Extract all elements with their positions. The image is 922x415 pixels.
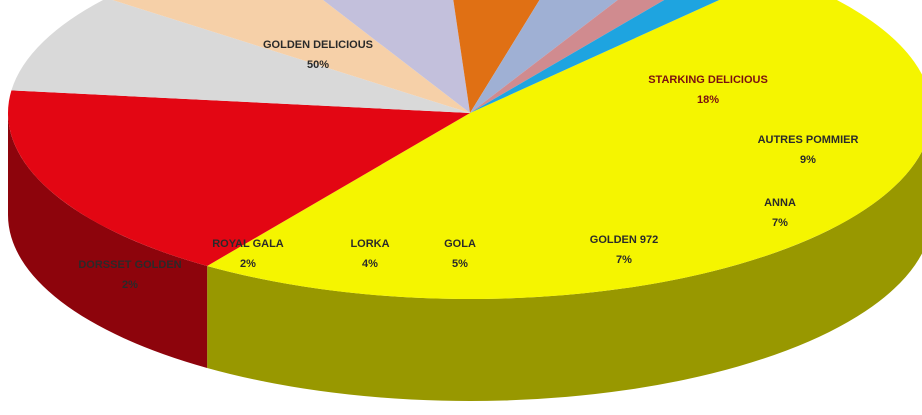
pie-slice-autres-pommier xyxy=(11,0,470,113)
pie-slice-starking-delicious xyxy=(7,90,470,266)
slice-value-golden-972: 7% xyxy=(616,254,632,266)
slice-label-gola: GOLA xyxy=(444,238,476,250)
slice-value-starking-delicious: 18% xyxy=(697,94,719,106)
pie-side-walls xyxy=(8,113,922,401)
pie-slice-golden-972 xyxy=(323,0,470,113)
slice-label-autres-pommier: AUTRES POMMIER xyxy=(758,134,859,146)
pie-slice-gola xyxy=(453,0,540,113)
slice-value-gola: 5% xyxy=(452,258,468,270)
pie-side-golden-delicious xyxy=(207,151,922,401)
slice-value-dorsset-golden: 2% xyxy=(122,279,138,291)
pie-slices xyxy=(7,0,922,299)
pie-side-starking-delicious xyxy=(8,113,208,368)
pie-slice-anna xyxy=(112,0,470,113)
slice-value-lorka: 4% xyxy=(362,258,378,270)
pie-labels: GOLDEN DELICIOUS 50% STARKING DELICIOUS 18%… xyxy=(78,39,858,291)
slice-label-starking-delicious: STARKING DELICIOUS xyxy=(648,74,768,86)
slice-value-royal-gala: 2% xyxy=(240,258,256,270)
pie-slice-royal-gala xyxy=(470,0,665,113)
slice-label-royal-gala: ROYAL GALA xyxy=(212,238,284,250)
slice-label-golden-972: GOLDEN 972 xyxy=(590,234,658,246)
slice-label-dorsset-golden: DORSSET GOLDEN xyxy=(78,259,181,271)
pie-slice-golden-delicious xyxy=(207,0,922,299)
slice-value-anna: 7% xyxy=(772,217,788,229)
slice-label-golden-delicious: GOLDEN DELICIOUS xyxy=(263,39,373,51)
slice-value-golden-delicious: 50% xyxy=(307,59,329,71)
slice-label-anna: ANNA xyxy=(764,197,796,209)
slice-label-lorka: LORKA xyxy=(350,238,389,250)
pie-slice-lorka xyxy=(470,0,618,113)
slice-value-autres-pommier: 9% xyxy=(800,154,816,166)
